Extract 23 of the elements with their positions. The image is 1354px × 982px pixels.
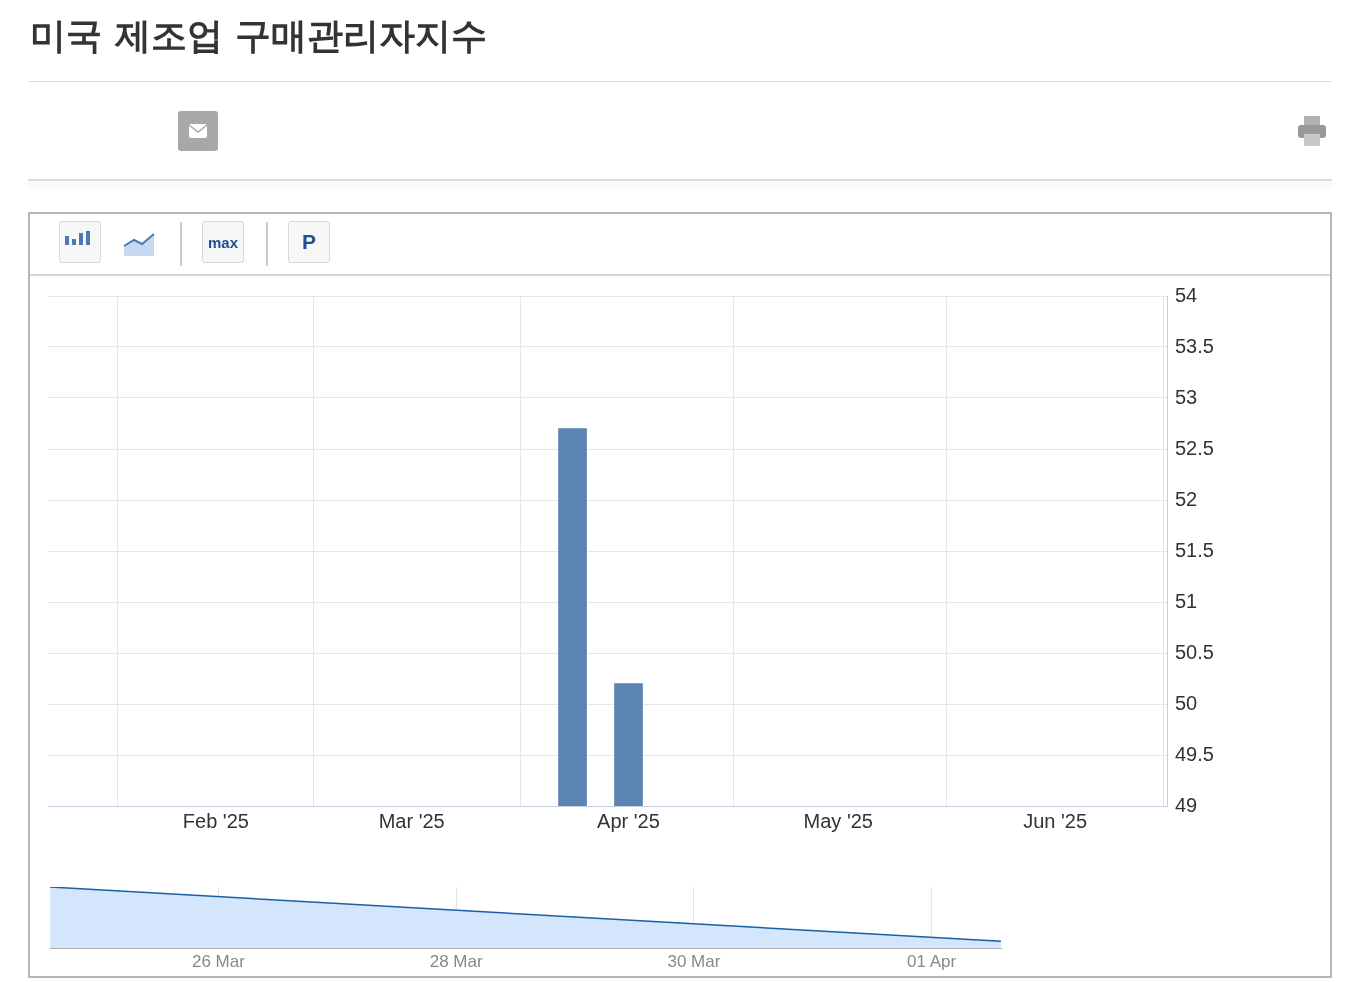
chart-title: 미국 제조업 구매관리자지수 [30,14,488,58]
text: P [288,221,330,263]
x-tick-label: Jun '25 [1023,809,1088,832]
y-tick-label: 50 [1175,691,1198,714]
y-tick-label: 50.5 [1175,640,1214,663]
y-tick-label: 51.5 [1175,538,1214,561]
x-tick-label: 01 Apr [907,951,957,971]
y-tick-label: 49 [1175,793,1198,816]
x-tick-label: Apr '25 [597,809,660,832]
x-tick-label: 26 Mar [191,951,246,971]
y-tick-label: 54 [1175,283,1198,306]
y-tick-label: 51 [1175,589,1198,612]
y-tick-label: 52 [1175,487,1198,510]
y-tick-label: 53.5 [1175,334,1214,357]
x-tick-label: 28 Mar [429,951,483,971]
text: max [202,221,244,263]
y-tick-label: 49.5 [1175,742,1214,765]
y-tick-label: 52.5 [1175,436,1214,459]
x-tick-label: 30 Mar [667,951,721,971]
x-tick-label: May '25 [803,809,873,832]
x-tick-label: Feb '25 [182,809,249,832]
x-tick-label: Mar '25 [378,809,445,832]
y-tick-label: 53 [1175,385,1198,408]
